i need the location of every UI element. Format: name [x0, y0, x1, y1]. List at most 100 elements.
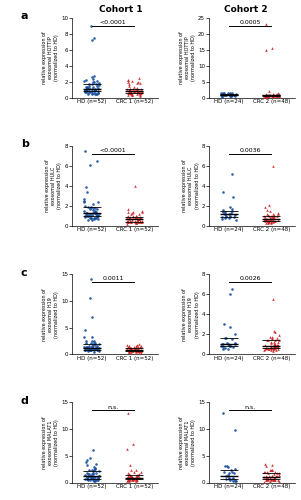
Point — [136, 347, 141, 355]
Point — [82, 213, 87, 221]
Point — [136, 218, 141, 226]
Point — [271, 213, 276, 221]
Text: Cohort 1: Cohort 1 — [99, 5, 142, 14]
Point — [96, 472, 101, 480]
Point — [129, 218, 134, 226]
Point — [264, 91, 268, 99]
Point — [84, 86, 89, 94]
Point — [96, 212, 101, 220]
Point — [271, 93, 275, 101]
Point — [138, 347, 143, 355]
Point — [126, 348, 131, 356]
Point — [92, 90, 97, 98]
Point — [271, 92, 275, 100]
Point — [131, 475, 136, 483]
Point — [89, 344, 94, 352]
Point — [90, 84, 95, 92]
Point — [263, 344, 268, 352]
Y-axis label: relative expression of
exosomal MALAT1
(normalized to HD): relative expression of exosomal MALAT1 (… — [179, 416, 196, 469]
Point — [133, 466, 138, 474]
Point — [129, 344, 134, 352]
Point — [85, 202, 90, 210]
Point — [132, 468, 137, 476]
Point — [273, 342, 278, 350]
Point — [82, 147, 87, 155]
Point — [231, 469, 236, 477]
Point — [268, 476, 273, 484]
Point — [133, 212, 138, 220]
Point — [95, 214, 99, 222]
Point — [139, 349, 144, 357]
Point — [95, 76, 100, 84]
Point — [273, 344, 278, 352]
Point — [226, 214, 231, 222]
Point — [93, 474, 98, 482]
Point — [268, 332, 273, 340]
Point — [272, 212, 276, 220]
Point — [92, 339, 96, 347]
Point — [135, 215, 140, 223]
Point — [135, 86, 140, 94]
Point — [91, 78, 95, 86]
Point — [226, 475, 231, 483]
Point — [95, 157, 100, 165]
Point — [274, 346, 278, 354]
Point — [125, 214, 129, 222]
Point — [230, 343, 235, 351]
Point — [126, 474, 131, 482]
Point — [264, 473, 269, 481]
Point — [269, 219, 274, 227]
Point — [128, 472, 132, 480]
Point — [125, 474, 130, 482]
Point — [263, 340, 268, 348]
Point — [267, 91, 272, 99]
Point — [82, 77, 87, 85]
Point — [83, 209, 88, 217]
Point — [126, 90, 131, 98]
Point — [88, 474, 93, 482]
Point — [265, 475, 269, 483]
Point — [82, 86, 87, 94]
Point — [264, 344, 268, 352]
Point — [85, 476, 90, 484]
Point — [136, 78, 141, 86]
Point — [127, 347, 132, 355]
Point — [96, 215, 101, 223]
Point — [220, 90, 225, 98]
Point — [92, 338, 97, 346]
Point — [130, 208, 135, 216]
Point — [272, 344, 276, 352]
Point — [96, 198, 101, 206]
Point — [221, 206, 225, 214]
Point — [85, 216, 90, 224]
Point — [139, 346, 144, 354]
Point — [276, 92, 281, 100]
Point — [90, 87, 95, 95]
Point — [269, 462, 274, 469]
Point — [83, 88, 88, 96]
Point — [84, 211, 88, 219]
Point — [266, 472, 271, 480]
Text: d: d — [21, 396, 29, 406]
Point — [270, 91, 275, 99]
Point — [139, 88, 144, 96]
Point — [270, 472, 275, 480]
Point — [263, 216, 268, 224]
Point — [264, 472, 268, 480]
Point — [129, 348, 134, 356]
Point — [91, 209, 96, 217]
Point — [225, 338, 229, 346]
Point — [89, 214, 94, 222]
Point — [221, 342, 226, 350]
Point — [133, 347, 138, 355]
Point — [129, 472, 133, 480]
Point — [90, 90, 95, 98]
Point — [127, 342, 132, 350]
Point — [84, 458, 88, 466]
Point — [270, 218, 275, 226]
Point — [263, 218, 268, 226]
Point — [233, 338, 237, 346]
Point — [88, 472, 93, 480]
Point — [84, 336, 89, 344]
Point — [135, 218, 140, 226]
